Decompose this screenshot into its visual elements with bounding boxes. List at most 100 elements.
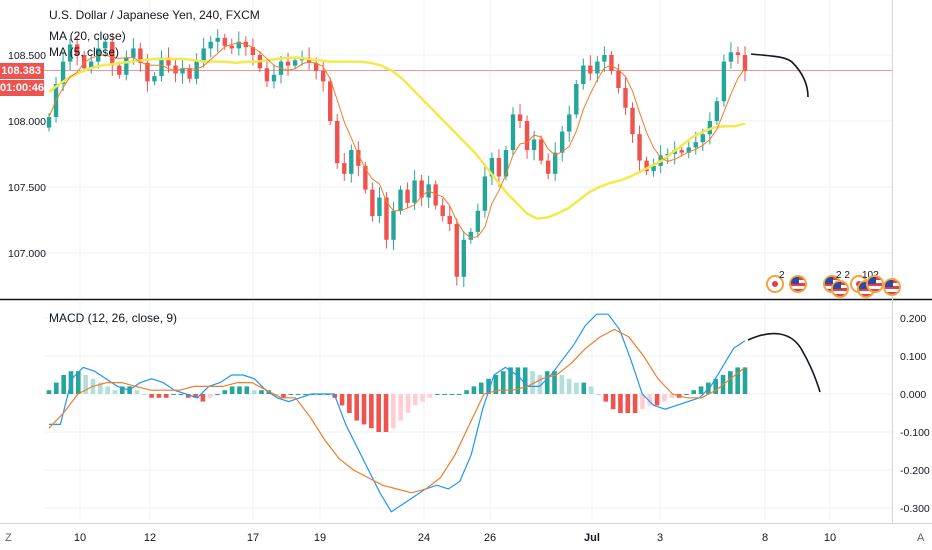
us-flag-icon[interactable] (789, 275, 807, 293)
us-flag-icon[interactable] (883, 278, 901, 296)
histogram-bar (295, 394, 301, 395)
candle-body (616, 70, 621, 88)
histogram-bar (456, 394, 462, 395)
histogram-bar (581, 382, 587, 394)
candle-body (651, 165, 656, 172)
histogram-bar (105, 386, 110, 394)
histogram-bar (119, 386, 125, 394)
candle-body (292, 60, 298, 66)
candle-body (313, 62, 319, 71)
macd-forecast-drawing (747, 332, 821, 393)
histogram-bar (632, 394, 638, 413)
candle-body (693, 142, 698, 148)
time-axis-label: 8 (762, 532, 768, 544)
candle-body (285, 61, 291, 66)
histogram-bar (574, 382, 579, 394)
axis-labels: 108.500 108.000 107.500 107.000 0.200 0.100 0.… (8, 50, 930, 544)
histogram-bar (735, 367, 740, 394)
histogram-bar (464, 390, 469, 394)
histogram-bar (449, 394, 455, 395)
candle-body (110, 41, 115, 66)
histogram-bar (493, 375, 499, 394)
macd-legend[interactable]: MACD (12, 26, close, 9) (49, 311, 178, 325)
last-price-tag: 108.383 (0, 63, 44, 79)
candle-body (468, 231, 474, 240)
histogram-bar (215, 394, 220, 395)
histogram-bar (273, 394, 279, 395)
candle-body (391, 210, 396, 240)
histogram-bar (588, 386, 594, 394)
candle-body (201, 48, 206, 61)
candle-body (637, 134, 642, 161)
histogram-bar (698, 386, 704, 394)
zoom-icon[interactable]: Z (5, 532, 12, 544)
candle-body (461, 239, 466, 277)
candle-body (735, 52, 741, 55)
histogram-bar (486, 378, 491, 394)
price-axis-label: 108.500 (8, 50, 46, 62)
histogram-bar (552, 371, 557, 394)
histogram-bar (112, 390, 118, 394)
time-axis-label: 17 (247, 532, 259, 544)
histogram-bar (339, 394, 345, 406)
candle-body (700, 134, 706, 143)
time-axis-label: 19 (314, 532, 326, 544)
histogram-bar (537, 375, 543, 394)
histogram-bar (361, 394, 367, 425)
macd-axis-label: -0.300 (900, 503, 930, 515)
histogram-bar (134, 390, 140, 394)
candle-body (180, 68, 185, 74)
us-flag-icon[interactable] (831, 280, 849, 298)
ma5-legend[interactable]: MA (5, close) (49, 45, 120, 59)
candle-body (363, 165, 368, 190)
price-axis-label: 107.000 (8, 248, 46, 260)
candle-body (433, 184, 438, 206)
japan-flag-icon[interactable] (766, 275, 784, 293)
time-axis-label: 10 (74, 532, 86, 544)
histogram-bar (83, 375, 88, 394)
candle-body (552, 152, 558, 174)
candle-body (496, 157, 502, 177)
ma20-line (48, 56, 746, 220)
histogram-bar (625, 394, 631, 413)
histogram-bar (347, 394, 352, 413)
histogram-bar (171, 394, 176, 395)
symbol-title[interactable]: U.S. Dollar / Japanese Yen, 240, FXCM (49, 8, 260, 22)
candle-body (454, 223, 459, 277)
histogram-bar (398, 394, 403, 421)
forecast-drawings[interactable] (747, 53, 821, 393)
histogram-bar (684, 394, 689, 395)
candle-body (46, 117, 52, 128)
candle-body (138, 48, 143, 63)
ma20-legend[interactable]: MA (20, close) (49, 29, 126, 43)
candle-body (398, 189, 403, 211)
histogram-bar (288, 394, 294, 395)
us-flag-icon[interactable] (866, 275, 884, 293)
candle-body (103, 41, 108, 49)
candle-body (574, 84, 579, 115)
candle-body (377, 197, 382, 217)
candle-body (630, 107, 635, 135)
macd-axis-label: 0.000 (900, 389, 926, 401)
histogram-bar (442, 394, 447, 395)
time-axis-label: 26 (484, 532, 496, 544)
candlestick-series (46, 29, 748, 288)
candle-body (215, 37, 220, 42)
candle-body (588, 65, 593, 74)
candle-body (335, 121, 340, 164)
histogram-bar (742, 367, 748, 394)
pane-frame (0, 0, 932, 524)
bar-countdown-tag: 01:00:46 (0, 80, 45, 96)
candle-body (152, 76, 157, 82)
macd-axis-label: 0.200 (900, 313, 926, 325)
candle-body (320, 70, 326, 82)
histogram-bar (259, 390, 264, 394)
candle-body (560, 131, 565, 153)
auto-scale-icon[interactable]: A (917, 532, 925, 544)
candle-body (412, 180, 417, 203)
histogram-bar (654, 394, 660, 406)
histogram-bar (156, 394, 162, 398)
histogram-bar (222, 390, 228, 394)
candle-body (173, 65, 178, 74)
